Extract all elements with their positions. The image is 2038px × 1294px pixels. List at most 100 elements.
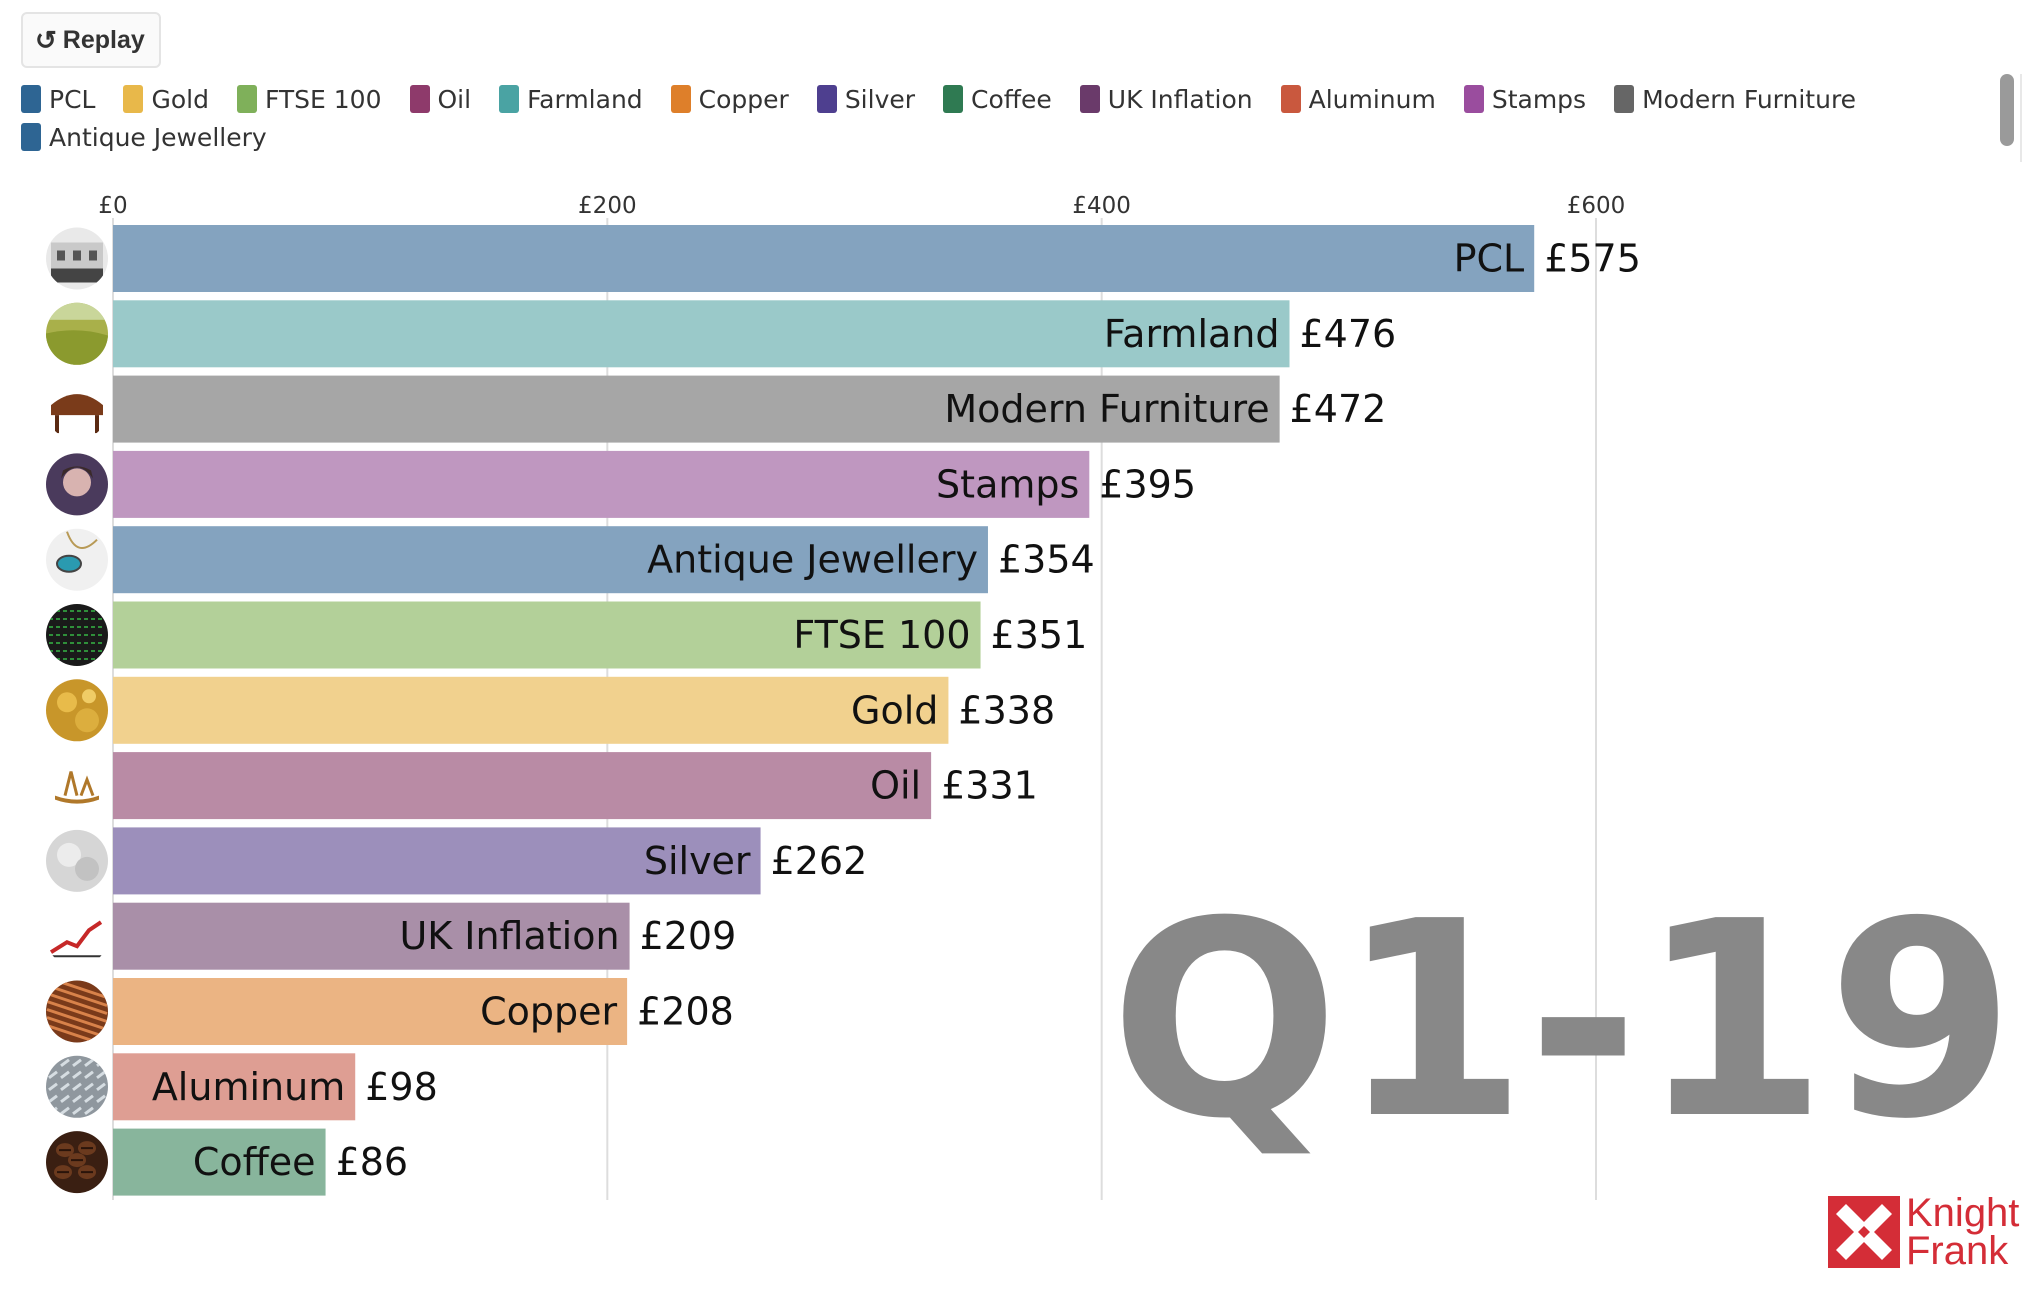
legend-item[interactable]: Oil [409,84,471,114]
replay-icon: ↺ [35,25,57,55]
legend-label: Modern Furniture [1642,84,1857,114]
legend-swatch [1463,85,1484,113]
legend-item[interactable]: Silver [816,84,916,114]
logo-line-1: Knight [1906,1191,2020,1235]
value-label: £575 [1544,237,1641,281]
value-label: £351 [991,613,1088,657]
bar-label: Aluminum [152,1065,345,1109]
furniture-icon [46,378,108,441]
value-label: £262 [771,839,868,883]
stamp-portrait-icon [46,453,108,516]
bar-label: Oil [870,764,921,808]
replay-label: Replay [62,25,145,54]
value-label: £395 [1099,462,1196,506]
legend-swatch [816,85,837,113]
legend-item[interactable]: UK Inflation [1079,84,1253,114]
bar [113,752,932,820]
building-icon [46,227,108,290]
bar [113,1053,356,1121]
bar-label: Coffee [193,1140,316,1184]
bar [113,375,1280,443]
bar-label: Modern Furniture [944,387,1269,431]
x-tick-label: £200 [578,193,637,219]
legend-item[interactable]: Antique Jewellery [21,122,267,152]
legend-label: Copper [698,84,789,114]
bar [113,676,949,744]
period-label: Q1-19 [1110,863,2015,1178]
value-label: £476 [1300,312,1397,356]
legend-label: Coffee [971,84,1052,114]
value-label: £472 [1290,387,1387,431]
bar [113,1128,326,1196]
legend-label: Stamps [1491,84,1587,114]
logo-mark-icon [1828,1196,1900,1268]
value-label: £354 [998,538,1095,582]
legend-item[interactable]: Copper [670,84,789,114]
bar-label: Copper [480,990,617,1034]
bar-label: Antique Jewellery [647,538,978,582]
legend-swatch [21,123,41,151]
legend-swatch [1280,85,1301,113]
legend-scrollbar[interactable] [2000,74,2014,146]
legend-item[interactable]: Aluminum [1280,84,1436,114]
aluminum-plate-icon [46,1055,108,1118]
bar [113,450,1090,518]
legend-swatch [943,85,964,113]
bar-label: PCL [1454,237,1525,281]
legend-item[interactable]: PCL [21,84,95,114]
legend-label: FTSE 100 [264,84,382,114]
legend-label: PCL [49,84,96,114]
legend-item[interactable]: Gold [123,84,209,114]
legend-label: Gold [151,84,209,114]
bar [113,526,988,594]
legend-label: Silver [844,84,916,114]
legend-scroll-track [2020,74,2022,162]
x-tick-label: £600 [1567,193,1626,219]
bar-label: Silver [644,839,751,883]
bar [113,225,1535,292]
bars-layer: PCL £575 Farmland £476 Modern Furniture £472 S… [113,225,1641,1196]
legend-item[interactable]: FTSE 100 [236,84,382,114]
stock-ticker-icon [46,604,108,666]
legend-label: Aluminum [1308,84,1436,114]
bar [113,978,628,1045]
bar [113,300,1290,368]
legend-swatch [21,85,41,113]
value-label: £98 [365,1065,438,1109]
legend-swatch [236,85,257,113]
legend-label: Antique Jewellery [49,122,267,152]
coffee-beans-icon [46,1131,108,1194]
x-tick-label: £0 [98,193,127,219]
gold-icon [46,679,108,742]
period-layer: Q1-19 [1110,863,2015,1178]
legend-swatch [1614,85,1635,113]
icons-layer [46,227,108,1194]
legend-item[interactable]: Stamps [1463,84,1587,114]
silver-icon [46,829,108,892]
bar [113,827,761,895]
bar-label: Gold [851,688,938,732]
jewellery-icon [46,528,108,591]
legend-item[interactable]: Farmland [499,84,643,114]
value-label: £86 [336,1140,409,1184]
legend-item[interactable]: Coffee [943,84,1052,114]
bar [113,601,981,669]
value-label: £338 [958,688,1055,732]
legend-swatch [670,85,691,113]
knight-frank-logo: Knight Frank [1828,1191,2020,1273]
legend-swatch [123,85,144,113]
replay-button[interactable]: ↺ Replay [21,12,161,68]
legend-item[interactable]: Modern Furniture [1614,84,1856,114]
bar [113,902,630,970]
bar-label: Stamps [936,462,1079,506]
legend-swatch [1079,85,1100,113]
value-label: £331 [941,764,1038,808]
legend: PCL Gold FTSE 100 Oil Farmland Copper Silver Co… [21,84,1981,152]
oil-rig-icon [46,754,108,817]
field-icon [46,302,108,365]
inflation-chart-icon [46,905,108,968]
bar-label: Farmland [1104,312,1280,356]
bar-label: FTSE 100 [793,613,970,657]
logo-line-2: Frank [1906,1229,2009,1273]
